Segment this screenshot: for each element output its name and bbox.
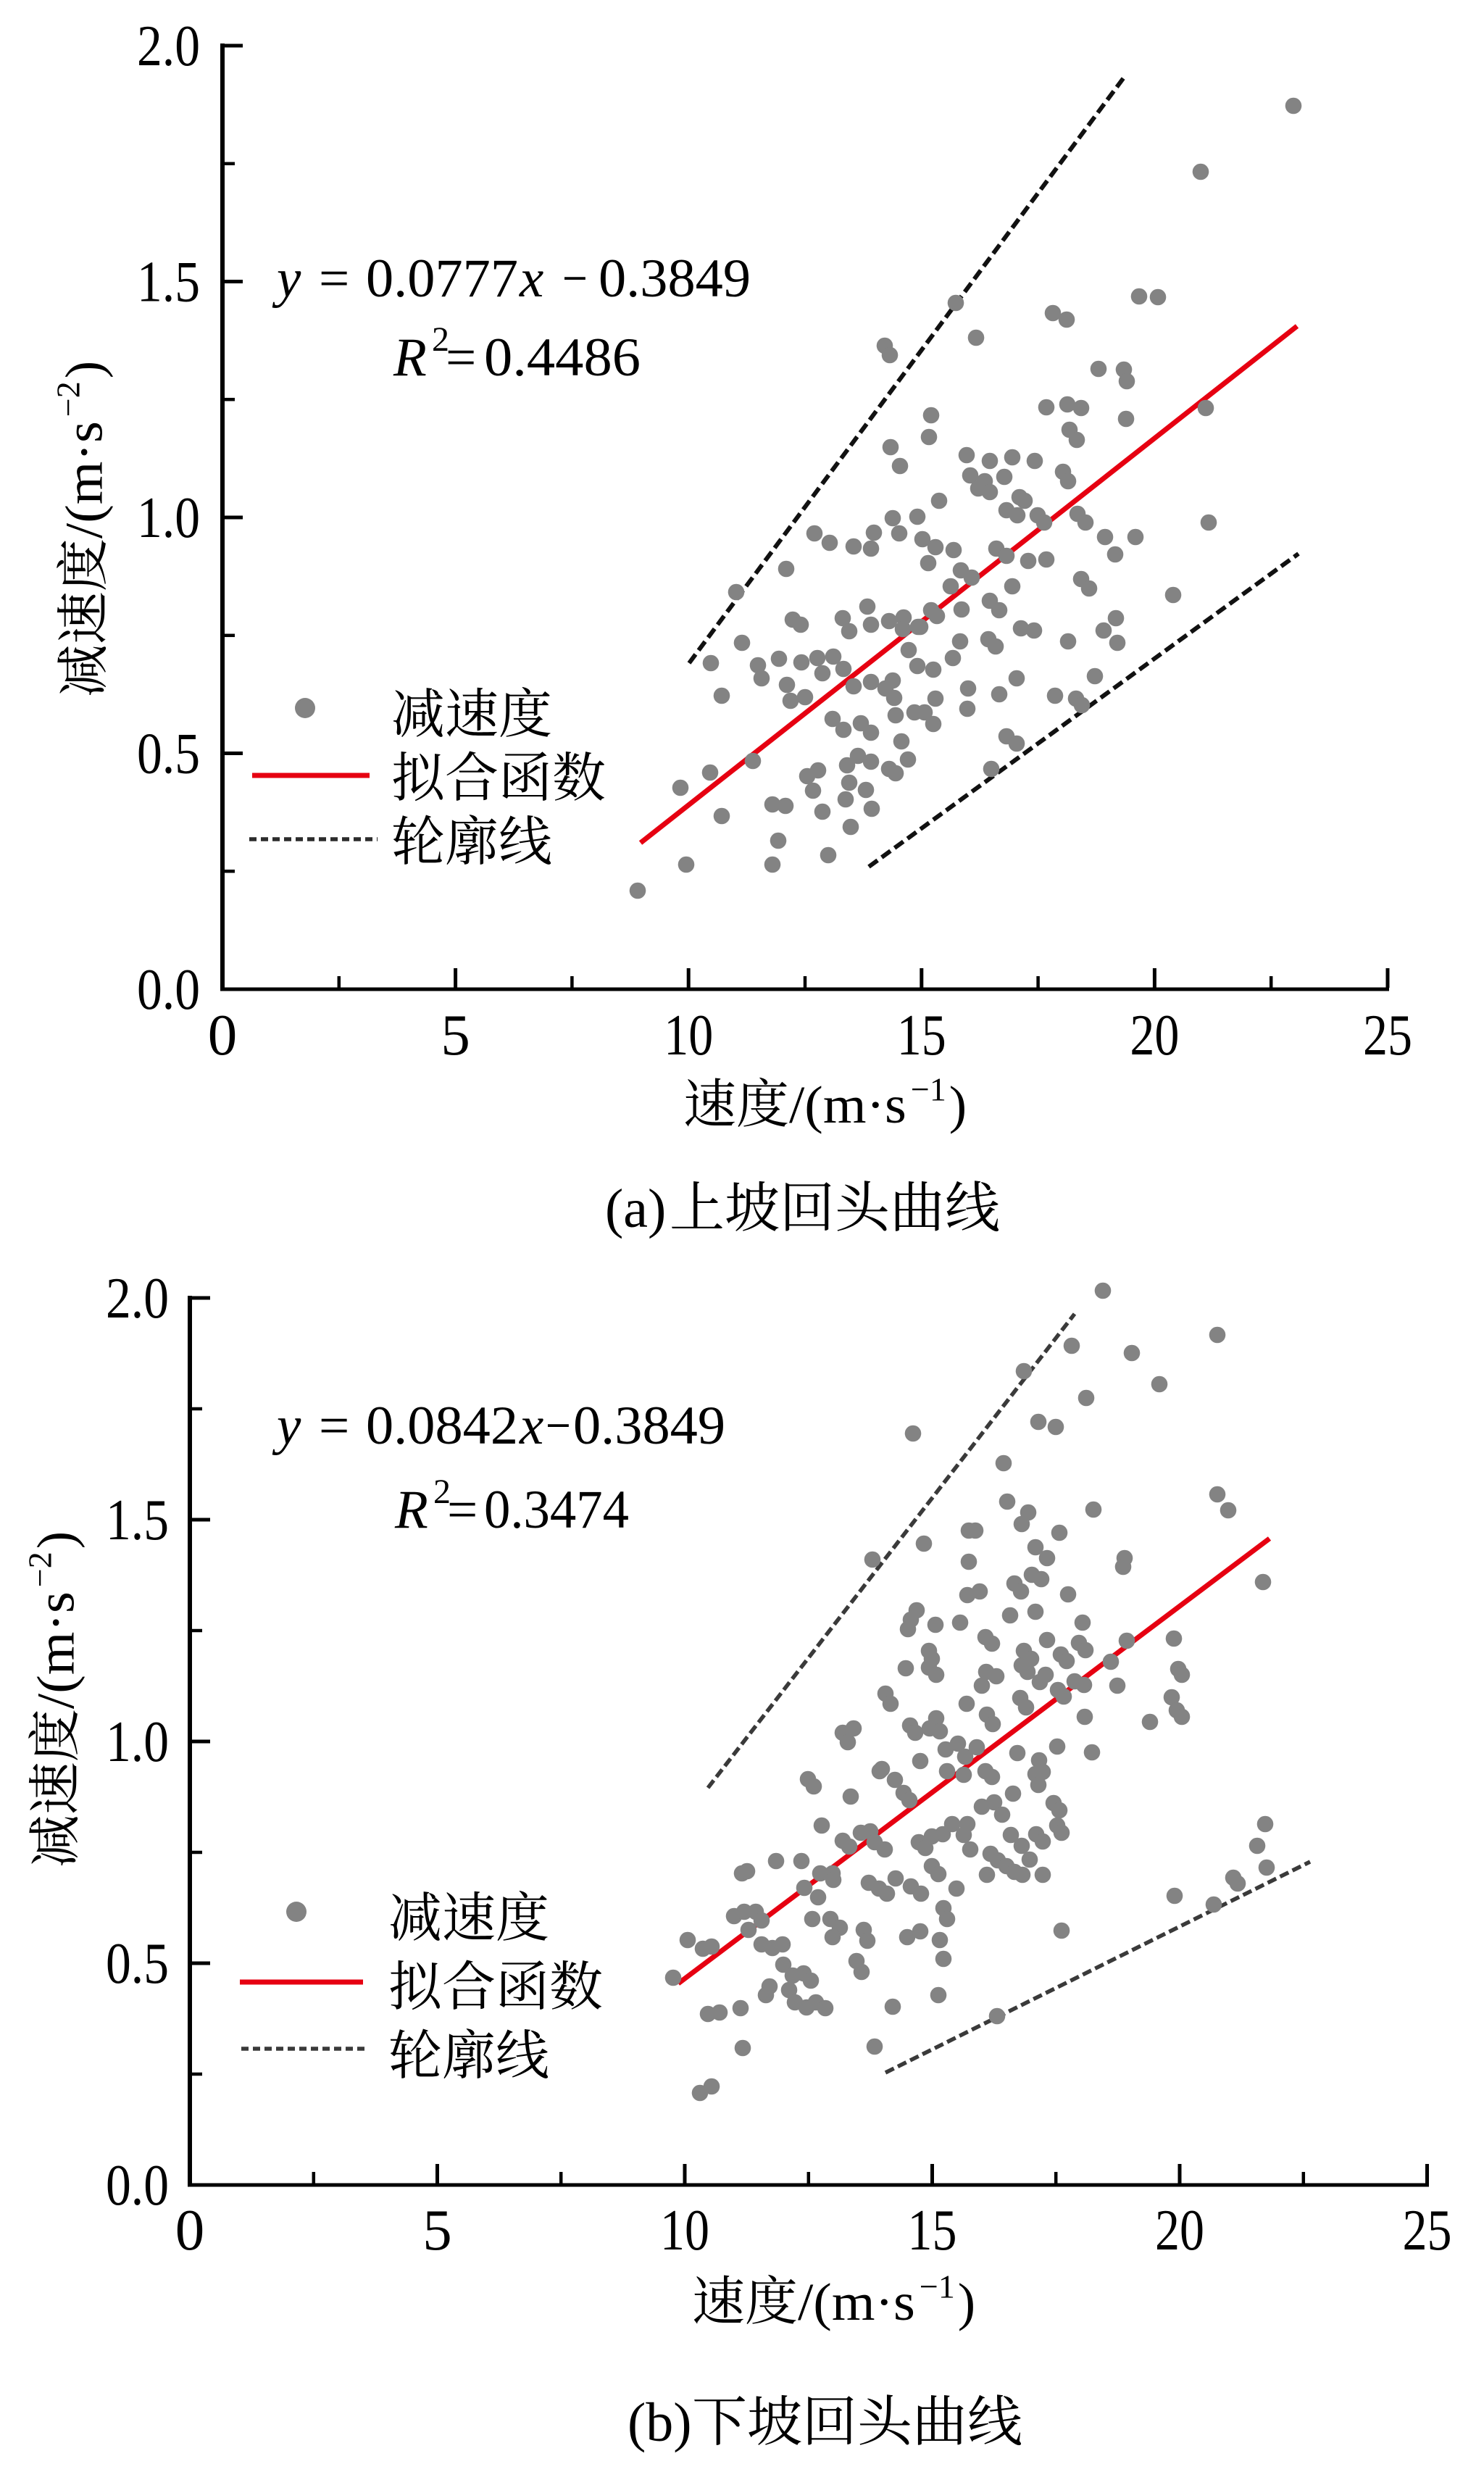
svg-text:0.0842: 0.0842	[366, 1396, 518, 1456]
svg-text:R: R	[393, 328, 427, 388]
svg-text:/(m·s: /(m·s	[54, 421, 113, 538]
svg-text:5: 5	[441, 1002, 470, 1067]
svg-text:10: 10	[664, 1002, 713, 1067]
svg-text:x: x	[519, 249, 543, 309]
svg-text:2.0: 2.0	[137, 13, 200, 78]
svg-text:0.3474: 0.3474	[484, 1480, 629, 1540]
svg-text:−: −	[546, 1396, 571, 1456]
svg-text:R: R	[394, 1480, 428, 1540]
svg-text:): )	[54, 361, 113, 378]
svg-text:/(m·s: /(m·s	[26, 1591, 85, 1709]
svg-text:y: y	[272, 1396, 301, 1456]
svg-text:0.4486: 0.4486	[484, 328, 641, 388]
svg-text:/(m·s: /(m·s	[798, 2273, 915, 2331]
svg-text:): )	[949, 1075, 967, 1134]
svg-text:−: −	[562, 249, 588, 309]
svg-text:=: =	[447, 1480, 478, 1540]
svg-text:0.0: 0.0	[137, 957, 200, 1022]
svg-text:(a): (a)	[605, 1178, 666, 1239]
svg-text:1.0: 1.0	[106, 1709, 169, 1774]
svg-text:−1: −1	[920, 2268, 955, 2305]
svg-text:y: y	[272, 249, 301, 309]
svg-text:0: 0	[208, 1002, 238, 1067]
svg-text:2.0: 2.0	[106, 1265, 169, 1331]
svg-text:=: =	[319, 249, 349, 309]
svg-text:−2: −2	[50, 381, 87, 417]
svg-text:20: 20	[1155, 2197, 1204, 2263]
svg-text:(b): (b)	[628, 2392, 692, 2453]
svg-text:10: 10	[660, 2197, 709, 2263]
svg-text:/(m·s: /(m·s	[789, 1075, 906, 1134]
svg-text:1.5: 1.5	[106, 1487, 169, 1552]
svg-text:0.5: 0.5	[137, 721, 200, 786]
svg-text:−1: −1	[911, 1070, 946, 1107]
svg-text:0: 0	[175, 2197, 205, 2263]
svg-text:=: =	[446, 328, 476, 388]
svg-text:0.0777: 0.0777	[366, 249, 518, 309]
svg-text:25: 25	[1403, 2197, 1452, 2263]
svg-text:5: 5	[422, 2197, 452, 2263]
svg-text:0.5: 0.5	[106, 1931, 169, 1996]
svg-text:1.5: 1.5	[137, 249, 200, 315]
svg-text:20: 20	[1130, 1002, 1179, 1067]
svg-text:2: 2	[433, 1473, 451, 1511]
svg-text:1.0: 1.0	[137, 485, 200, 550]
svg-text:): )	[958, 2273, 975, 2331]
svg-text:0.3849: 0.3849	[573, 1396, 725, 1456]
svg-text:15: 15	[897, 1002, 946, 1067]
svg-text:0.0: 0.0	[106, 2152, 169, 2218]
svg-text:15: 15	[908, 2197, 957, 2263]
svg-text:): )	[26, 1531, 85, 1549]
svg-text:2: 2	[432, 320, 449, 359]
svg-text:0.3849: 0.3849	[599, 249, 751, 309]
svg-text:=: =	[319, 1396, 349, 1456]
svg-text:25: 25	[1363, 1002, 1412, 1067]
svg-text:x: x	[519, 1396, 543, 1456]
svg-text:−2: −2	[22, 1552, 59, 1587]
